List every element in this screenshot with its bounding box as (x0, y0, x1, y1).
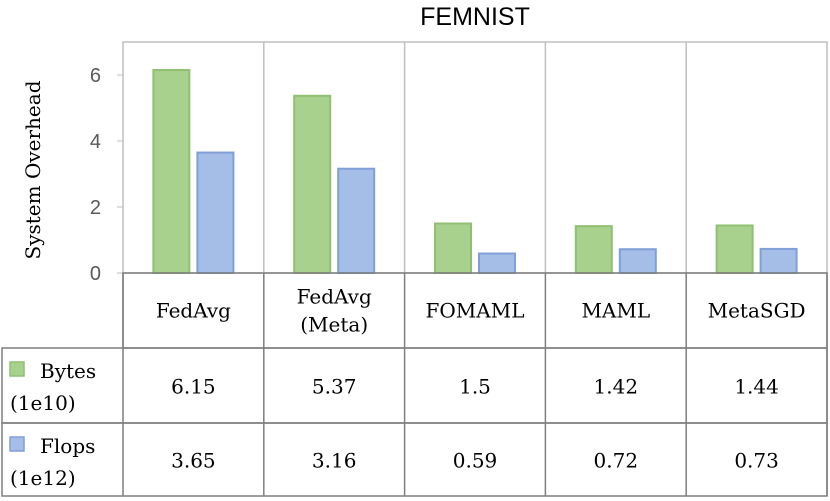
data-value-flops: 3.65 (171, 449, 216, 473)
bar-flops (337, 167, 376, 274)
category-label: MetaSGD (708, 299, 806, 323)
data-value-bytes: 1.44 (734, 375, 779, 399)
data-value-bytes: 1.42 (594, 375, 639, 399)
y-axis-label: System Overhead (21, 80, 45, 259)
legend-key-flops (9, 436, 25, 452)
y-axis-ticks: 0 2 4 6 (90, 65, 123, 285)
table-row (1, 422, 828, 497)
category-label: FedAvg (156, 299, 231, 323)
data-value-flops: 3.16 (312, 449, 357, 473)
data-value-flops: 0.73 (734, 449, 779, 473)
data-value-bytes: 6.15 (171, 375, 216, 399)
chart-title: FEMNIST (420, 3, 530, 31)
bar-flops (478, 252, 516, 274)
data-value-bytes: 5.37 (312, 375, 357, 399)
category-label: FedAvg (297, 285, 372, 309)
table-row (1, 347, 828, 424)
series-unit: (1e10) (10, 391, 76, 415)
y-tick-label: 6 (90, 65, 101, 87)
legend-key-bytes (9, 361, 25, 377)
bar-bytes (434, 222, 472, 274)
series-name: Bytes (40, 359, 96, 383)
y-tick-label: 4 (90, 131, 101, 153)
bar-bytes (574, 225, 613, 274)
bar-bytes (293, 94, 332, 275)
y-tick-label: 0 (90, 263, 101, 285)
category-label: MAML (581, 299, 650, 323)
data-value-bytes: 1.5 (459, 375, 491, 399)
data-value-flops: 0.59 (453, 449, 498, 473)
bar-flops (759, 247, 798, 275)
bar-flops (196, 151, 235, 274)
series-unit: (1e12) (10, 466, 76, 490)
bar-bytes (152, 69, 191, 274)
category-label: (Meta) (300, 313, 368, 337)
bars (152, 69, 798, 275)
data-value-flops: 0.72 (594, 449, 639, 473)
category-label: FOMAML (426, 299, 525, 323)
bar-flops (618, 248, 657, 275)
series-name: Flops (40, 434, 95, 458)
data-table: FedAvg FedAvg (Meta) FOMAML MAML MetaSGD Bytes… (1, 272, 828, 497)
y-tick-label: 2 (90, 197, 101, 219)
bar-bytes (715, 224, 754, 274)
